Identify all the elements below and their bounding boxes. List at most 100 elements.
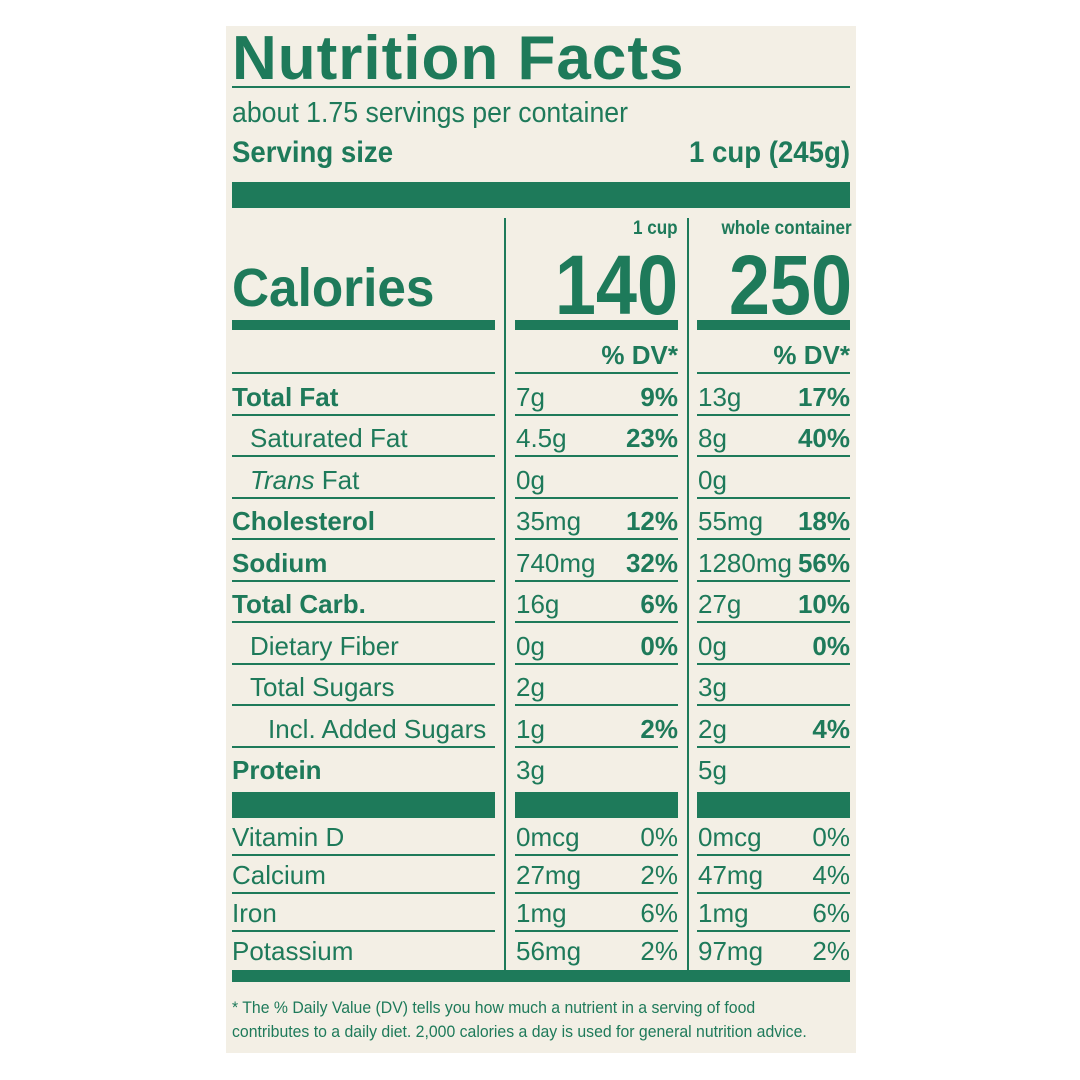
col1-amount: 7g	[516, 381, 545, 412]
row-divider	[232, 854, 495, 856]
col1-dv: 0%	[640, 630, 678, 661]
vitamin-row: Iron 1mg 6% 1mg 6%	[226, 894, 856, 932]
row-divider	[515, 538, 678, 540]
col2-amount: 27g	[698, 589, 742, 619]
nutrient-row: Total Carb. 16g 6% 27g 10%	[226, 582, 856, 623]
vitamin-name: Calcium	[232, 860, 326, 890]
nutrient-row: Total Fat 7g 9% 13g 17%	[226, 374, 856, 416]
row-divider	[515, 930, 678, 932]
row-divider	[232, 496, 495, 499]
col1-amount: 1g	[516, 713, 545, 744]
nutrient-name: Dietary Fiber	[250, 630, 399, 661]
footnote: * The % Daily Value (DV) tells you how m…	[232, 998, 807, 1041]
thick-bar	[697, 792, 850, 818]
col2-amount: 1mg	[698, 898, 749, 928]
nutrition-facts-label: Nutrition Facts about 1.75 servings per …	[226, 26, 856, 1053]
row-divider	[697, 538, 850, 540]
nutrient-name: Incl. Added Sugars	[268, 713, 487, 744]
nutrient-name-text: Fat	[314, 464, 360, 495]
thick-bar	[515, 792, 678, 818]
nutrient-row: Total Sugars 2g 3g	[226, 665, 856, 706]
row-divider	[232, 455, 495, 457]
col1-dv: 2%	[640, 713, 678, 744]
col1-amount: 0g	[516, 630, 545, 661]
vitamin-row: Potassium 56mg 2% 97mg 2%	[226, 932, 856, 970]
col1-amount: 35mg	[516, 506, 582, 536]
row-divider	[515, 413, 678, 416]
row-divider	[697, 704, 850, 706]
col1-dv: 2%	[640, 860, 678, 890]
row-divider	[515, 745, 678, 748]
col2-dv: 4%	[812, 860, 850, 890]
col1-dv: 23%	[625, 423, 678, 453]
servings-per-container: about 1.75 servings per container	[232, 97, 629, 129]
nutrient-name: Total Sugars	[250, 672, 395, 702]
row-divider	[515, 579, 678, 582]
row-divider	[697, 621, 850, 623]
col1-dv: 0%	[640, 822, 678, 852]
col2-dv: 2%	[812, 936, 850, 966]
col1-amount: 0g	[516, 464, 545, 495]
row-divider	[697, 496, 850, 499]
col1-dv: 6%	[640, 589, 678, 619]
col1-amount: 0mcg	[516, 822, 580, 852]
thick-bar	[232, 182, 850, 208]
dv-header-col1: % DV*	[601, 340, 678, 370]
serving-size-label: Serving size	[232, 136, 394, 169]
row-divider	[232, 892, 495, 894]
col2-header: whole container	[721, 218, 852, 239]
row-divider	[232, 621, 495, 623]
col1-dv: 6%	[640, 898, 678, 928]
nutrient-name: Total Carb.	[232, 589, 366, 619]
row-divider	[232, 662, 495, 665]
row-divider	[232, 538, 495, 540]
col1-header: 1 cup	[633, 218, 678, 239]
col1-dv: 32%	[625, 547, 678, 578]
row-divider	[515, 621, 678, 623]
row-divider	[232, 579, 495, 582]
label-title: Nutrition Facts	[232, 24, 685, 93]
nutrient-name-italic: Trans	[250, 464, 315, 495]
bottom-bar	[232, 970, 850, 982]
row-divider	[515, 662, 678, 665]
row-divider	[697, 892, 850, 894]
nutrient-row: Incl. Added Sugars 1g 2% 2g 4%	[226, 706, 856, 748]
nutrient-row: Protein 3g 5g	[226, 748, 856, 790]
row-divider	[697, 745, 850, 748]
row-divider	[697, 455, 850, 457]
col1-amount: 56mg	[516, 936, 582, 966]
col2-amount: 97mg	[698, 936, 764, 966]
col1-dv: 9%	[640, 381, 678, 412]
row-divider	[697, 854, 850, 856]
col2-dv: 6%	[812, 898, 850, 928]
col2-amount: 0g	[698, 630, 727, 661]
row-divider	[515, 854, 678, 856]
row-divider	[697, 579, 850, 582]
nutrient-row: Sodium 740mg 32% 1280mg 56%	[226, 540, 856, 582]
col2-amount: 13g	[698, 381, 742, 412]
nutrient-name: Protein	[232, 755, 322, 785]
row-divider	[232, 745, 495, 748]
col2-amount: 5g	[698, 755, 727, 785]
col2-amount: 2g	[698, 713, 727, 744]
calories-col1: 140	[554, 238, 678, 332]
row-divider	[697, 930, 850, 932]
row-divider	[515, 455, 678, 457]
col2-amount: 8g	[698, 423, 727, 453]
col2-dv: 56%	[797, 547, 850, 578]
column-divider	[504, 218, 506, 970]
col2-dv: 18%	[797, 506, 850, 536]
row-divider	[515, 496, 678, 499]
dv-header-row: % DV* % DV*	[226, 332, 856, 374]
col1-amount: 16g	[516, 589, 560, 619]
col1-amount: 2g	[516, 672, 545, 702]
row-divider	[697, 662, 850, 665]
vitamin-name: Vitamin D	[232, 822, 345, 852]
row-divider	[697, 413, 850, 416]
nutrient-name: Trans Fat	[250, 465, 359, 495]
nutrient-name: Sodium	[232, 547, 328, 578]
col2-amount: 1280mg	[698, 547, 792, 578]
calories-label: Calories	[232, 258, 435, 318]
calories-col2: 250	[728, 238, 852, 332]
row-divider	[232, 704, 495, 706]
